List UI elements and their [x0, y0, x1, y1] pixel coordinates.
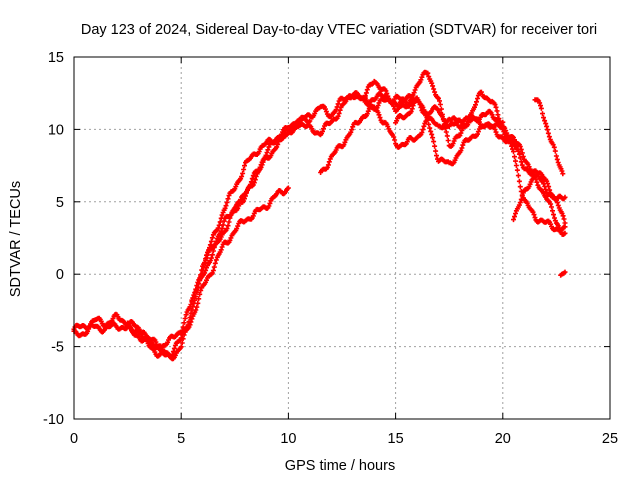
- series-trace-9: [532, 97, 566, 177]
- y-tick-label: 10: [48, 122, 64, 138]
- y-tick-label: 5: [56, 195, 64, 211]
- x-tick-label: 20: [495, 431, 511, 447]
- data-point-markers: [393, 95, 568, 234]
- plot-frame: [73, 56, 611, 420]
- series-trace-7: [393, 95, 568, 234]
- x-axis-label: GPS time / hours: [285, 458, 395, 474]
- series-trace-10: [558, 269, 568, 278]
- y-tick-label: -5: [51, 340, 64, 356]
- series-trace-6: [360, 69, 568, 237]
- series-trace-8: [511, 170, 568, 226]
- x-tick-label: 10: [280, 431, 296, 447]
- data-point-markers: [360, 69, 568, 237]
- x-tick-label: 0: [70, 431, 78, 447]
- y-tick-label: 15: [48, 50, 64, 66]
- y-axis-label: SDTVAR / TECUs: [8, 181, 24, 297]
- x-tick-label: 5: [177, 431, 185, 447]
- x-tick-label: 25: [602, 431, 618, 447]
- data-point-markers: [511, 170, 568, 226]
- chart-title: Day 123 of 2024, Sidereal Day-to-day VTE…: [81, 22, 597, 38]
- data-layer: [71, 69, 568, 362]
- data-point-markers: [532, 97, 566, 177]
- x-tick-label: 15: [388, 431, 404, 447]
- data-point-markers: [558, 269, 568, 278]
- y-tick-label: -10: [43, 412, 64, 428]
- tick-layer: 0 5 10 15 20 25 -10 -5 0 5 10 15: [43, 50, 618, 447]
- y-tick-label: 0: [56, 267, 64, 283]
